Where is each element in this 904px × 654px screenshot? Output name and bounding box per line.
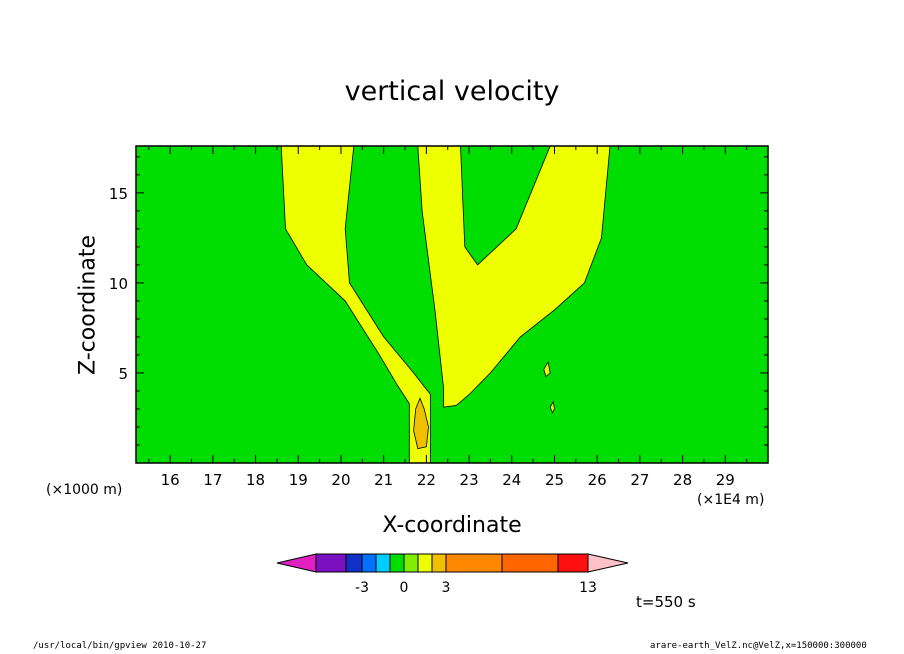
- x-tick-label: 18: [246, 471, 265, 489]
- colorbar-segment: [345, 553, 363, 573]
- colorbar-arrow-right: [587, 553, 629, 573]
- contour-fields: [280, 145, 611, 464]
- colorbar-segment: [417, 553, 433, 573]
- x-tick-label: 27: [630, 471, 649, 489]
- colorbar-segment: [431, 553, 447, 573]
- colorbar-segment: [557, 553, 589, 573]
- y-tick-label: 5: [118, 365, 128, 383]
- colorbar-tick-label: 3: [442, 580, 451, 596]
- core-cell: [413, 397, 429, 450]
- x-tick-label: 21: [374, 471, 393, 489]
- x-unit-left: (×1000 m): [46, 482, 123, 498]
- colorbar-segment: [375, 553, 391, 573]
- x-tick-label: 24: [502, 471, 521, 489]
- time-label: t=550 s: [636, 593, 696, 611]
- x-tick-label: 29: [716, 471, 735, 489]
- x-tick-label: 26: [588, 471, 607, 489]
- x-tick-label: 28: [673, 471, 692, 489]
- colorbar-segment: [403, 553, 419, 573]
- right-plume: [417, 145, 611, 408]
- footer-right: arare-earth_VelZ.nc@VelZ,x=150000:300000: [650, 641, 867, 651]
- y-tick-label: 10: [109, 275, 128, 293]
- y-axis-ticks: 5 10 15: [109, 156, 768, 446]
- colorbar-tick-label: 13: [579, 580, 597, 596]
- colorbar: -3 0 3 13: [276, 553, 629, 596]
- x-unit-right: (×1E4 m): [697, 492, 765, 508]
- colorbar-segment: [361, 553, 377, 573]
- footer-left: /usr/local/bin/gpview 2010-10-27: [33, 641, 207, 651]
- x-tick-label: 23: [460, 471, 479, 489]
- chart-title: vertical velocity: [344, 76, 560, 107]
- colorbar-segment: [445, 553, 503, 573]
- y-axis-label: Z-coordinate: [75, 235, 101, 375]
- colorbar-arrow-left: [276, 553, 317, 573]
- small-cell-1: [543, 360, 551, 378]
- x-axis-ticks: 16 17 18 19 20 21 22 23 24 25 26 27 28 29: [148, 146, 748, 489]
- x-axis-label: X-coordinate: [382, 513, 522, 538]
- x-tick-label: 25: [545, 471, 564, 489]
- x-tick-label: 19: [289, 471, 308, 489]
- colorbar-segment: [315, 553, 347, 573]
- x-tick-label: 17: [203, 471, 222, 489]
- colorbar-segment: [501, 553, 559, 573]
- colorbar-segment: [389, 553, 405, 573]
- colorbar-tick-label: 0: [400, 580, 409, 596]
- plot-frame: [135, 145, 769, 464]
- x-tick-label: 22: [417, 471, 436, 489]
- x-tick-label: 16: [161, 471, 180, 489]
- colorbar-tick-label: -3: [355, 580, 369, 596]
- small-cell-2: [549, 400, 555, 414]
- y-tick-label: 15: [109, 185, 128, 203]
- x-tick-label: 20: [331, 471, 350, 489]
